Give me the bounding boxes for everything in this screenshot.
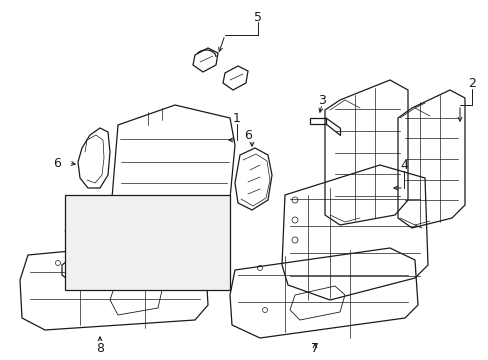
Text: 9: 9 [63,226,71,239]
Text: 8: 8 [96,342,104,355]
Text: 6: 6 [53,157,61,170]
Bar [65,195,229,290]
Text: 3: 3 [317,94,325,107]
Text: 6: 6 [244,129,251,141]
Text: 10: 10 [167,212,183,225]
Text: 5: 5 [253,10,262,23]
Text: 1: 1 [233,112,241,125]
Text: 2: 2 [467,77,475,90]
Text: 4: 4 [399,158,407,171]
Text: 7: 7 [310,342,318,355]
